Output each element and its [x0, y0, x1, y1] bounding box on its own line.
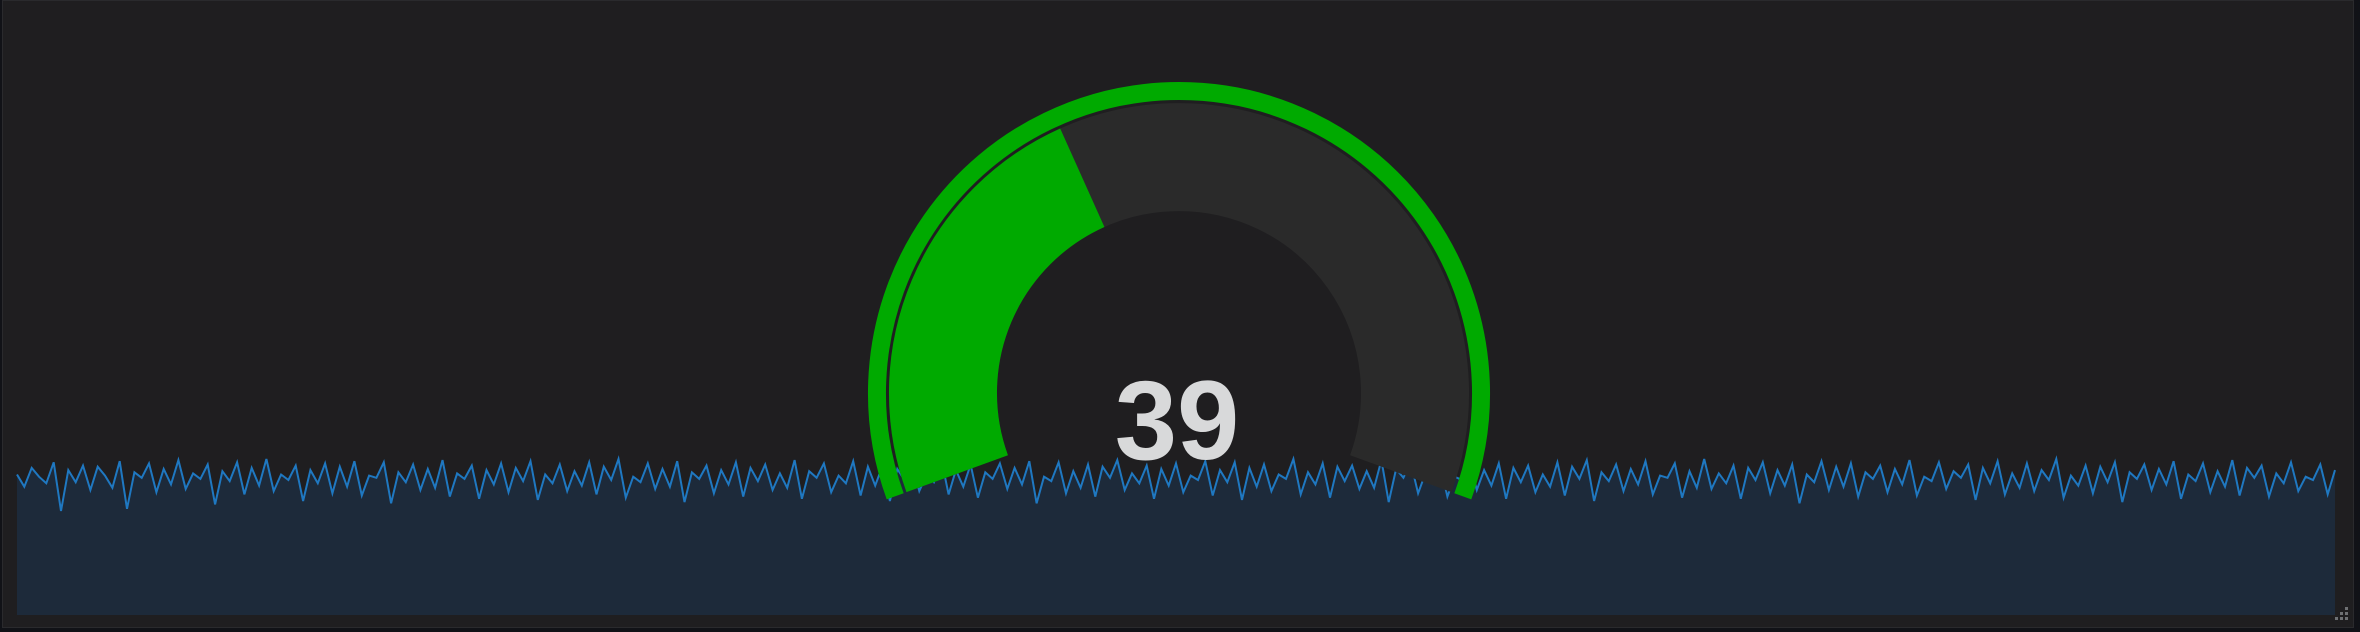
- gauge: 39: [868, 82, 1490, 500]
- sparkline-area: [17, 459, 2335, 615]
- sparkline-line: [16, 455, 2336, 512]
- panel-canvas: 39: [16, 82, 2336, 615]
- resize-handle-icon[interactable]: [2333, 605, 2349, 621]
- gauge-value: 39: [1115, 358, 1240, 483]
- gauge-threshold-arc: [868, 82, 1490, 500]
- sparkline: [16, 455, 2336, 615]
- gauge-value-arc: [889, 128, 1106, 493]
